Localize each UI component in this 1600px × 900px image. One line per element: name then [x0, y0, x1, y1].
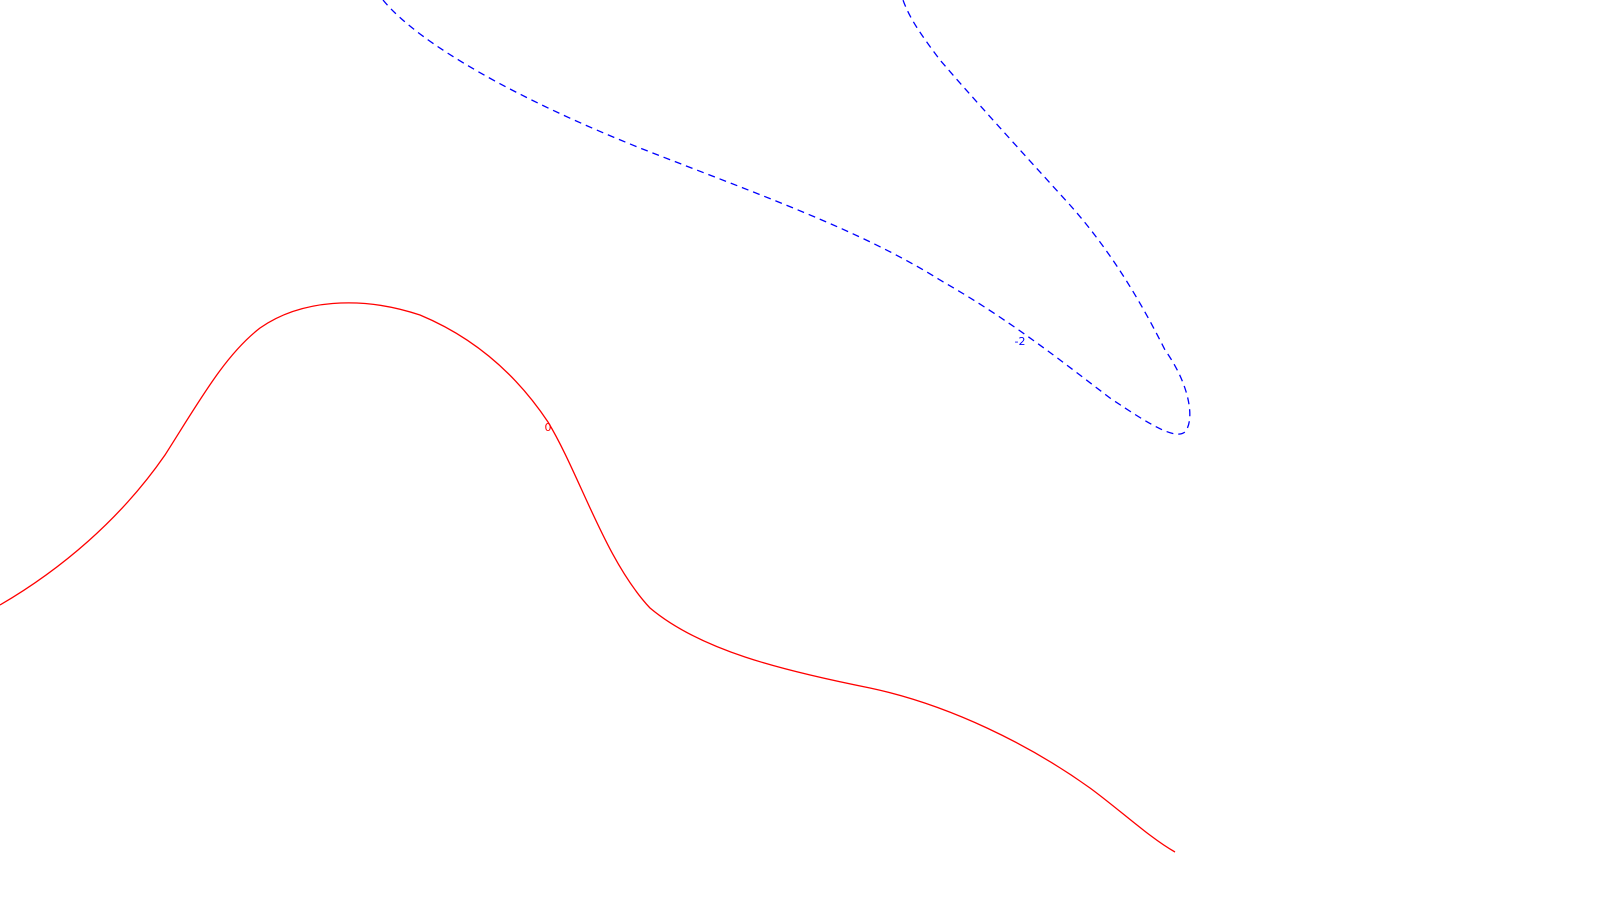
- contour-line-minus-two: [382, 0, 1191, 435]
- contour-zero: 0: [0, 302, 1176, 853]
- contour-label-zero: 0: [545, 421, 552, 434]
- contour-minus-two: -2: [382, 0, 1191, 435]
- contour-label-minus-two: -2: [1015, 335, 1026, 348]
- contour-line-zero: [0, 302, 1176, 853]
